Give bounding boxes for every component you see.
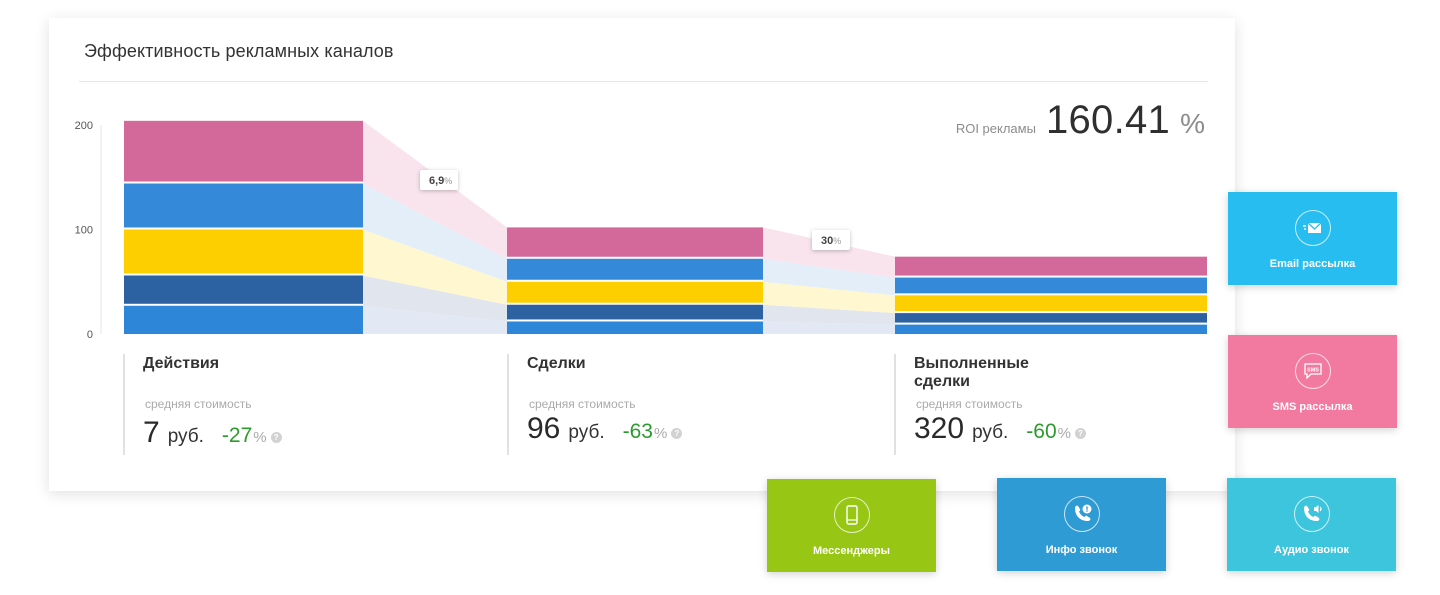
funnel-chart: 0 100 200 6,9% 30% — [75, 120, 1207, 341]
flow-band — [363, 305, 507, 334]
info-call-tile[interactable]: Инфо звонок — [997, 478, 1166, 571]
cost-currency: руб. — [167, 426, 204, 447]
stage-name: Сделки — [527, 355, 586, 372]
cost-currency: руб. — [568, 422, 605, 443]
flow-band — [763, 304, 895, 325]
audio-call-icon — [1293, 496, 1330, 532]
cost-change: -63 — [622, 420, 653, 443]
tile-label: Инфо звонок — [1045, 544, 1118, 556]
bar-segment — [507, 227, 763, 257]
conversion-value: 6,9% — [429, 175, 452, 187]
conversion-badge: 30% — [812, 230, 850, 250]
email-campaign-tile[interactable]: Email рассылка — [1228, 192, 1397, 285]
stage-name: Выполненные сделки — [914, 355, 1029, 390]
stage-subtitle: средняя стоимость — [916, 397, 1023, 411]
cost-change: -27 — [221, 424, 253, 447]
bar-segment — [507, 304, 763, 320]
roi-unit: % — [1180, 108, 1205, 139]
bar-segment — [895, 256, 1207, 276]
sms-icon-text: SMS — [1307, 368, 1319, 374]
title-divider — [79, 81, 1208, 82]
cost-change-unit: % — [653, 425, 668, 442]
roi-label: ROI рекламы — [955, 121, 1036, 136]
stage-actions: Действия средняя стоимость 7 руб. -27 % … — [123, 354, 423, 455]
stage-deals: Сделки средняя стоимость 96 руб. -63 % ? — [507, 354, 807, 455]
cost-value: 96 — [527, 412, 561, 445]
flow-band — [363, 229, 507, 305]
bar-segment — [895, 324, 1207, 334]
bar-segment — [507, 258, 763, 280]
tile-label: Аудио звонок — [1274, 544, 1349, 556]
cost-change-unit: % — [253, 429, 267, 446]
help-icon[interactable]: ? — [270, 432, 282, 443]
flow-band — [763, 321, 895, 334]
tile-label: Мессенджеры — [813, 545, 890, 557]
help-icon[interactable]: ? — [1075, 428, 1086, 439]
stage-cost: 96 руб. -63 % ? — [527, 412, 683, 446]
bar-segment — [124, 275, 363, 304]
flow-band — [363, 183, 507, 282]
bar-segment — [124, 183, 363, 228]
y-tick-label: 0 — [87, 329, 93, 341]
tile-label: Email рассылка — [1269, 258, 1356, 270]
cost-currency: руб. — [972, 422, 1009, 443]
ad-channels-card: Эффективность рекламных каналов ROI рекл… — [49, 18, 1235, 491]
info-call-icon — [1063, 496, 1100, 532]
sms-campaign-tile[interactable]: SMS SMS рассылка — [1228, 335, 1397, 428]
cost-value: 320 — [914, 412, 965, 445]
bar-segment — [895, 295, 1207, 312]
bar-segment — [507, 281, 763, 303]
roi-summary: ROI рекламы 160.41 % — [956, 98, 1205, 143]
bar-segment — [895, 277, 1207, 294]
stage-cost: 320 руб. -60 % ? — [914, 412, 1086, 446]
conversion-badge: 6,9% — [420, 170, 458, 190]
roi-value: 160.41 — [1045, 98, 1171, 142]
tile-label: SMS рассылка — [1272, 401, 1353, 413]
cost-value: 7 — [143, 416, 160, 449]
audio-call-tile[interactable]: Аудио звонок — [1227, 478, 1396, 571]
bar-segment — [124, 305, 363, 334]
card-title: Эффективность рекламных каналов — [84, 41, 394, 61]
sms-icon: SMS — [1294, 353, 1331, 389]
messengers-tile[interactable]: Мессенджеры — [767, 479, 936, 572]
bar-segment — [507, 321, 763, 334]
conversion-unit: % — [444, 176, 452, 186]
conversion-value: 30% — [821, 235, 841, 247]
cost-change: -60 — [1026, 420, 1057, 443]
stage-cost: 7 руб. -27 % ? — [143, 416, 282, 450]
stage-name: Действия — [143, 355, 220, 372]
bar-segment — [124, 229, 363, 274]
phone-icon — [833, 497, 870, 533]
cost-change-unit: % — [1057, 425, 1071, 442]
y-tick-label: 200 — [75, 120, 93, 132]
bar-segment — [124, 120, 363, 182]
stage-completed-deals: Выполненные сделки средняя стоимость 320… — [894, 354, 1194, 455]
flow-band — [763, 227, 895, 278]
flow-band — [763, 258, 895, 296]
flow-band — [763, 281, 895, 314]
y-tick-label: 100 — [75, 225, 93, 237]
stage-subtitle: средняя стоимость — [145, 397, 252, 411]
bar-segment — [895, 313, 1207, 323]
conversion-unit: % — [833, 236, 841, 246]
help-icon[interactable]: ? — [671, 428, 683, 439]
flow-band — [363, 275, 507, 322]
email-icon — [1294, 210, 1331, 246]
stage-subtitle: средняя стоимость — [529, 397, 636, 411]
